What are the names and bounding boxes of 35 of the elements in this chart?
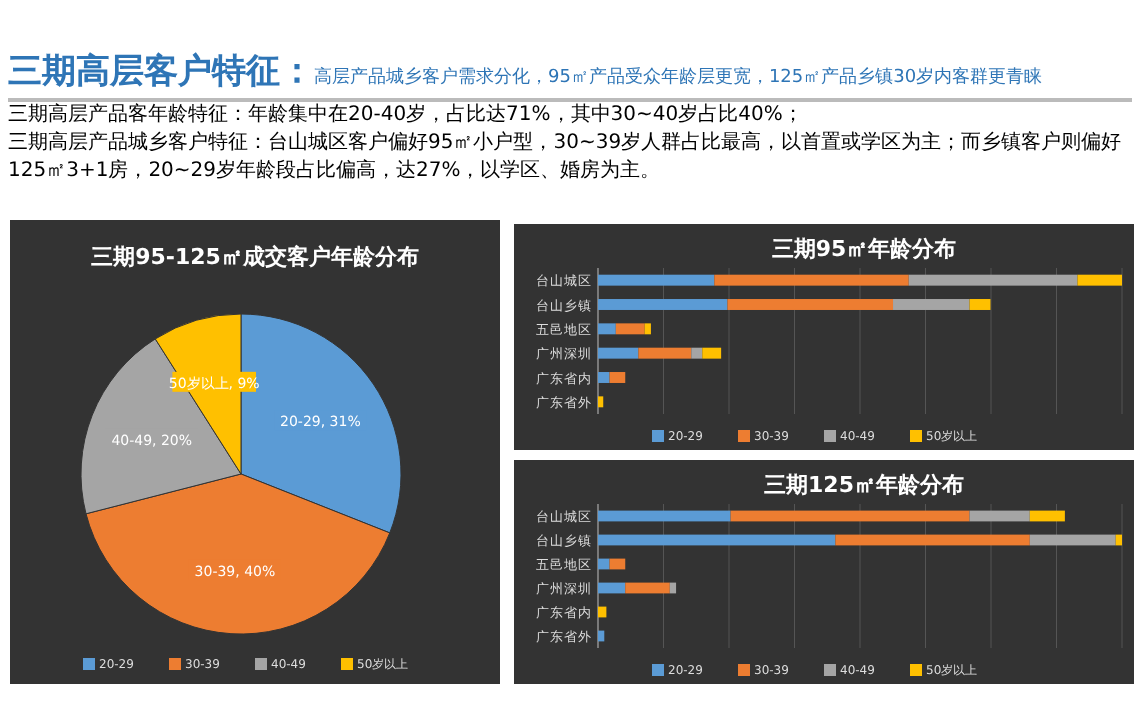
text: 三期高层客户特征： xyxy=(8,52,314,92)
bar xyxy=(598,558,610,570)
text: 三期高层产品城乡客户特征：台山城区客户偏好95㎡小户型，30~39岁人群占比最高，以首置或学区为主；而乡镇客户则偏好125㎡3+1房，20~29岁年龄段占比偏高，达27%，以学区、婚房为主。 xyxy=(8,130,1124,186)
bar xyxy=(598,396,604,408)
bar xyxy=(727,299,894,310)
bar xyxy=(625,582,670,594)
bar xyxy=(644,323,651,335)
bar xyxy=(835,534,1030,546)
bar xyxy=(598,323,616,335)
text: 高层产品城乡客户需求分化，95㎡产品受众年龄层更宽，125㎡产品乡镇30岁内客群更青睐 xyxy=(314,68,1043,88)
bar xyxy=(598,510,731,522)
bar xyxy=(691,347,703,359)
bar xyxy=(1029,534,1116,546)
bar xyxy=(893,299,970,310)
bar xyxy=(598,372,610,383)
bar xyxy=(969,299,991,310)
text: 三期高层产品客年龄特征：年龄集中在20-40岁，占比达71%，其中30~40岁占比40%； xyxy=(8,102,805,130)
chart-title: 三期95-125㎡成交客户年龄分布 xyxy=(91,244,419,270)
bar xyxy=(1029,510,1065,522)
bar xyxy=(702,347,722,359)
bar xyxy=(969,510,1030,522)
bar xyxy=(598,274,715,286)
chart-title: 三期125㎡年龄分布 xyxy=(764,472,964,498)
bar xyxy=(598,347,639,359)
bar xyxy=(730,510,970,522)
bar xyxy=(638,347,692,359)
bar xyxy=(615,323,645,335)
bar xyxy=(714,274,909,286)
bar xyxy=(1077,274,1122,286)
bar xyxy=(598,299,728,310)
bar xyxy=(609,372,626,383)
chart-title: 三期95㎡年龄分布 xyxy=(771,236,957,262)
bar xyxy=(908,274,1078,286)
bar xyxy=(598,534,836,546)
bar xyxy=(598,582,626,594)
